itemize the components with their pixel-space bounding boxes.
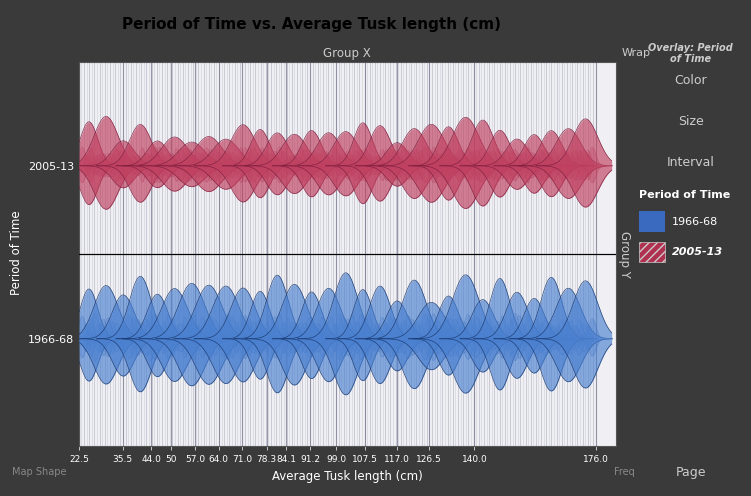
Text: Overlay: Period
of Time: Overlay: Period of Time [648, 43, 733, 64]
Text: Group X: Group X [324, 47, 371, 60]
Text: Group Y: Group Y [617, 231, 631, 278]
Bar [639, 211, 665, 232]
Text: Wrap: Wrap [622, 48, 651, 59]
Text: 1966-68: 1966-68 [672, 217, 718, 227]
Text: Map Shape: Map Shape [12, 467, 67, 478]
Text: Period of Time: Period of Time [10, 211, 23, 295]
X-axis label: Average Tusk length (cm): Average Tusk length (cm) [272, 470, 423, 483]
Text: Size: Size [677, 115, 704, 128]
Text: Interval: Interval [667, 156, 714, 169]
Bar [639, 242, 665, 262]
Text: 2005-13: 2005-13 [672, 247, 723, 257]
Text: Page: Page [675, 466, 706, 479]
Text: Period of Time: Period of Time [639, 190, 731, 200]
Text: Freq: Freq [614, 467, 635, 478]
Text: Color: Color [674, 74, 707, 87]
Text: Period of Time vs. Average Tusk length (cm): Period of Time vs. Average Tusk length (… [122, 17, 501, 32]
